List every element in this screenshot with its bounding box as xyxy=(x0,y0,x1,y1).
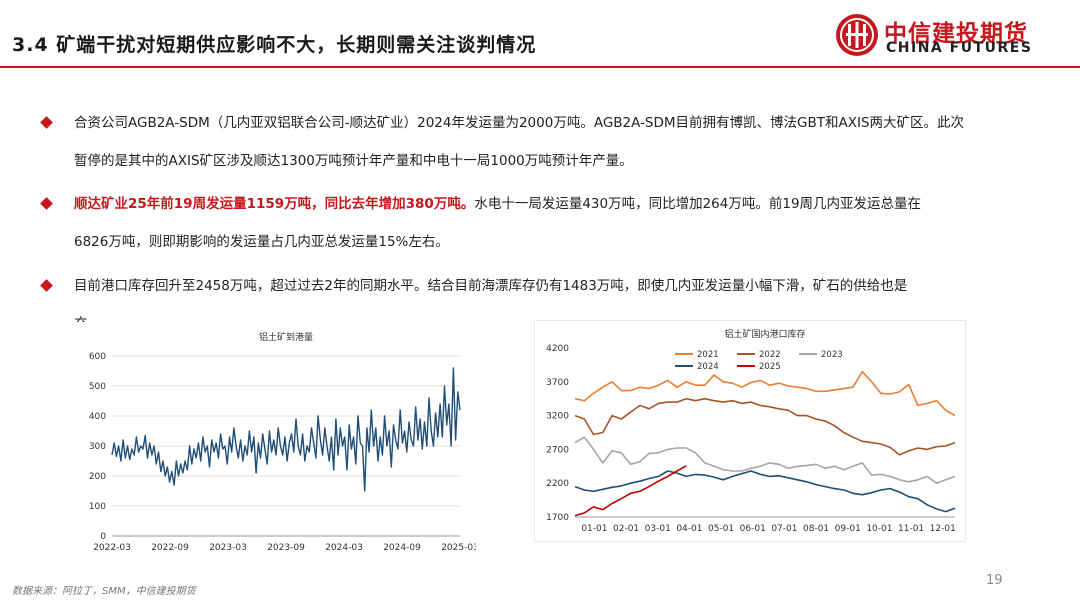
y-tick-label: 300 xyxy=(89,442,106,452)
x-tick-label: 10-01 xyxy=(866,524,892,534)
chart-title: 铝土矿国内港口库存 xyxy=(724,328,805,340)
bullet-2-line-2: 6826万吨，则即期影响的发运量占几内亚总发运量15%左右。 xyxy=(74,234,449,250)
y-tick-label: 500 xyxy=(89,382,106,392)
x-tick-label: 2023-03 xyxy=(209,543,247,553)
legend-label: 2021 xyxy=(697,350,719,360)
legend-label: 2022 xyxy=(759,350,781,360)
bullet-diamond-icon xyxy=(40,279,53,292)
chart-arrivals-svg: 铝土矿到港量 0 100 200 300 400 500 600 2022-03 2022-09 2… xyxy=(89,331,479,553)
page-number: 19 xyxy=(986,573,1003,588)
series-line-2023 xyxy=(574,436,956,484)
logo: 中信建投期货 CHINA FUTURES xyxy=(834,12,1074,60)
x-tick-label: 03-01 xyxy=(645,524,671,534)
data-source: 数据来源：阿拉丁，SMM，中信建投期货 xyxy=(12,586,196,597)
legend-label: 2024 xyxy=(697,362,719,372)
x-tick-label: 07-01 xyxy=(771,524,797,534)
legend-label: 2023 xyxy=(821,350,843,360)
y-tick-label: 200 xyxy=(89,472,106,482)
x-tick-label: 02-01 xyxy=(613,524,639,534)
y-tick-label: 2200 xyxy=(546,479,569,489)
bullet-3-line-2: 充 xyxy=(74,316,88,325)
x-tick-label: 2023-09 xyxy=(267,543,305,553)
x-tick-label: 2024-03 xyxy=(325,543,363,553)
bullet-1-line-1: 合资公司AGB2A-SDM（几内亚双铝联合公司-顺达矿业）2024年发运量为20… xyxy=(74,115,965,131)
series-line-到港量 xyxy=(111,367,461,492)
x-tick-label: 01-01 xyxy=(581,524,607,534)
chart-port-inventory: 铝土矿国内港口库存 1700 2200 2700 3200 3700 4200 01-01 02… xyxy=(534,320,966,542)
header-divider xyxy=(0,66,1080,68)
series-line-2022 xyxy=(574,397,956,456)
y-tick-label: 4200 xyxy=(546,344,569,354)
logo-emblem-icon xyxy=(836,14,878,56)
bullet-1-line-2: 暂停的是其中的AXIS矿区涉及顺达1300万吨预计年产量和中电十一局1000万吨… xyxy=(74,153,633,169)
x-tick-label: 09-01 xyxy=(835,524,861,534)
x-tick-label: 11-01 xyxy=(898,524,924,534)
header: 3.4 矿端干扰对短期供应影响不大，长期则需关注谈判情况 中信建投期货 CHIN… xyxy=(0,0,1080,68)
x-tick-label: 06-01 xyxy=(740,524,766,534)
x-tick-label: 05-01 xyxy=(708,524,734,534)
bullet-1: 合资公司AGB2A-SDM（几内亚双铝联合公司-顺达矿业）2024年发运量为20… xyxy=(40,104,1038,180)
logo-text-en: CHINA FUTURES xyxy=(886,40,1033,56)
bullet-diamond-icon xyxy=(40,116,53,129)
series-line-2025 xyxy=(574,465,687,517)
bullet-2-highlight: 顺达矿业25年前19周发运量1159万吨，同比去年增加380万吨。 xyxy=(74,196,475,212)
y-tick-label: 400 xyxy=(89,412,106,422)
y-tick-label: 0 xyxy=(100,532,106,542)
x-tick-label: 2025-03 xyxy=(441,543,476,553)
series-line-2024 xyxy=(574,470,956,513)
chart-port-inventory-svg: 铝土矿国内港口库存 1700 2200 2700 3200 3700 4200 01-01 02… xyxy=(546,328,956,534)
page-title: 3.4 矿端干扰对短期供应影响不大，长期则需关注谈判情况 xyxy=(12,34,537,56)
legend-label: 2025 xyxy=(759,362,781,372)
chart-title: 铝土矿到港量 xyxy=(259,331,313,343)
x-tick-label: 2022-09 xyxy=(151,543,189,553)
y-tick-label: 2700 xyxy=(546,445,569,455)
y-tick-label: 1700 xyxy=(546,513,569,523)
y-tick-label: 3200 xyxy=(546,412,569,422)
bullet-diamond-icon xyxy=(40,197,53,210)
x-tick-label: 2022-03 xyxy=(93,543,131,553)
bullet-2-line-1-rest: 水电十一局发运量430万吨，同比增加264万吨。前19周几内亚发运总量在 xyxy=(474,196,922,212)
bullet-3-line-1: 目前港口库存回升至2458万吨，超过过去2年的同期水平。结合目前海漂库存仍有14… xyxy=(74,278,908,294)
x-tick-label: 08-01 xyxy=(803,524,829,534)
y-tick-label: 3700 xyxy=(546,378,569,388)
x-tick-label: 12-01 xyxy=(930,524,956,534)
x-tick-label: 04-01 xyxy=(676,524,702,534)
logo-text-cn: 中信建投期货 xyxy=(884,21,1028,47)
bullet-2-line-1: 顺达矿业25年前19周发运量1159万吨，同比去年增加380万吨。水电十一局发运… xyxy=(74,185,1038,223)
y-tick-label: 600 xyxy=(89,352,106,362)
x-tick-label: 2024-09 xyxy=(383,543,421,553)
chart-arrivals: 铝土矿到港量 0 100 200 300 400 500 600 2022-03 2022-09 2… xyxy=(76,322,479,562)
series-line-2021 xyxy=(574,370,956,417)
y-tick-label: 100 xyxy=(89,502,106,512)
bullet-2: 顺达矿业25年前19周发运量1159万吨，同比去年增加380万吨。水电十一局发运… xyxy=(40,185,1038,261)
bullet-3: 目前港口库存回升至2458万吨，超过过去2年的同期水平。结合目前海漂库存仍有14… xyxy=(40,267,1038,343)
